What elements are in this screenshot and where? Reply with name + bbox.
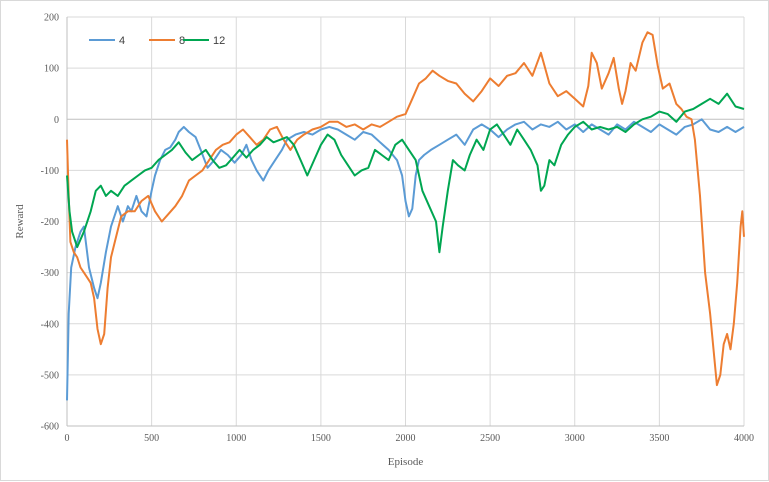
gridlines: [66, 16, 745, 427]
series-line-12: [66, 92, 745, 254]
legend-label-12: 12: [213, 35, 225, 47]
legend-label-8: 8: [179, 35, 185, 47]
y-tick-label: -600: [41, 422, 59, 433]
y-tick-label: 0: [54, 115, 59, 126]
series-layer: [66, 31, 745, 401]
series-line-4: [66, 118, 745, 401]
y-axis-title: Reward: [14, 204, 26, 239]
y-tick-label: 100: [44, 64, 59, 75]
x-tick-label: 500: [144, 433, 159, 444]
y-tick-label: -100: [41, 166, 59, 177]
y-tick-label: -500: [41, 370, 59, 381]
x-axis-title: Episode: [388, 456, 424, 468]
x-tick-label: 3000: [565, 433, 585, 444]
y-tick-label: -300: [41, 268, 59, 279]
x-tick-label: 2000: [396, 433, 416, 444]
x-tick-label: 2500: [480, 433, 500, 444]
x-tick-label: 0: [65, 433, 70, 444]
x-tick-label: 3500: [649, 433, 669, 444]
legend-label-4: 4: [119, 35, 125, 47]
legend: 4 8 12: [89, 35, 225, 47]
x-tick-label: 4000: [734, 433, 754, 444]
y-tick-label: -200: [41, 217, 59, 228]
x-tick-label: 1000: [226, 433, 246, 444]
y-tick-label: -400: [41, 319, 59, 330]
x-tick-label: 1500: [311, 433, 331, 444]
y-tick-label: 200: [44, 13, 59, 24]
series-line-8: [66, 31, 745, 387]
